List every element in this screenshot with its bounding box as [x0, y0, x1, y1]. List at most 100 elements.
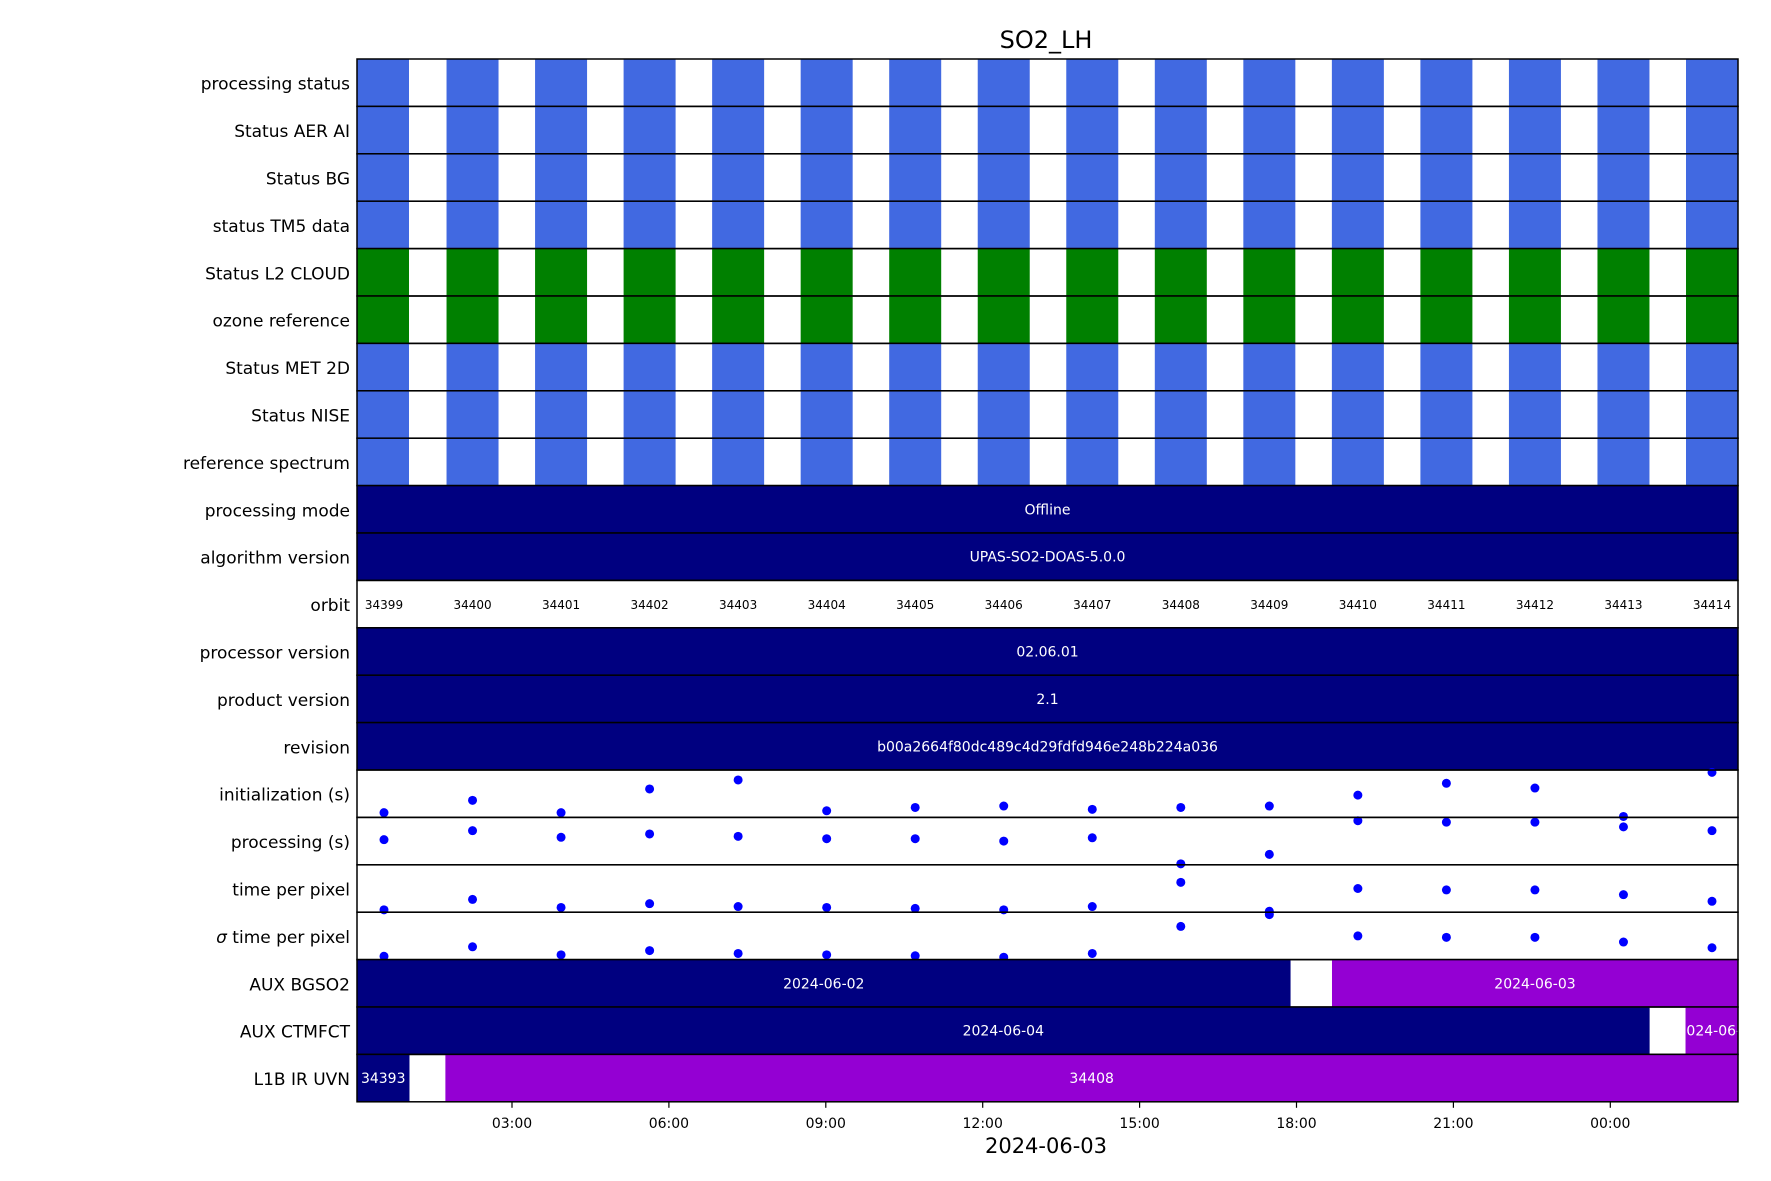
- status-block: [446, 296, 499, 344]
- segment-text: 2024-06-03: [1494, 976, 1575, 992]
- status-block: [1508, 390, 1561, 439]
- segment-block: [357, 1054, 410, 1102]
- value-text: Offline: [1025, 502, 1071, 518]
- status-block: [1066, 248, 1119, 296]
- status-block: [1686, 106, 1738, 154]
- segment-block: [445, 1054, 1738, 1102]
- status-block: [623, 59, 676, 107]
- x-tick-label: 03:00: [492, 1116, 532, 1132]
- status-block: [977, 201, 1030, 249]
- status-block: [1420, 438, 1473, 486]
- data-point: [910, 903, 920, 913]
- row-label: processing mode: [205, 501, 350, 521]
- data-point: [1087, 804, 1097, 814]
- data-point: [645, 899, 655, 909]
- status-block: [623, 296, 676, 344]
- status-block: [1331, 390, 1384, 439]
- status-block: [800, 296, 853, 344]
- status-block: [1597, 438, 1650, 486]
- data-point: [1441, 817, 1451, 827]
- status-block: [1508, 201, 1561, 249]
- status-block: [712, 390, 765, 439]
- row-label: AUX BGSO2: [249, 975, 350, 995]
- status-block: [1154, 248, 1207, 296]
- data-point: [999, 905, 1009, 915]
- data-point: [379, 808, 389, 818]
- orbit-label: 34412: [1516, 598, 1554, 612]
- plot-area: processing status Status AER AI Status BG s…: [183, 58, 1750, 1103]
- status-block: [1331, 343, 1384, 391]
- status-block: [1243, 248, 1296, 296]
- data-point: [1353, 931, 1363, 941]
- chart-title: SO2_LH: [1000, 26, 1093, 54]
- status-block: [1420, 390, 1473, 439]
- status-block: [1508, 153, 1561, 202]
- status-block: [446, 390, 499, 439]
- status-block: [712, 438, 765, 486]
- data-point: [1176, 859, 1186, 869]
- row-reference-spectrum: reference spectrum: [183, 437, 1739, 487]
- status-block: [1686, 296, 1738, 344]
- segment-text: 2024-06-0: [1678, 1024, 1750, 1040]
- status-block: [1066, 201, 1119, 249]
- status-block: [889, 201, 942, 249]
- row--time-per-pixel: σ time per pixel: [216, 910, 1739, 962]
- data-point: [1441, 778, 1451, 788]
- status-block: [1597, 343, 1650, 391]
- data-point: [1353, 816, 1363, 826]
- status-block: [1686, 59, 1738, 107]
- status-block: [1597, 296, 1650, 344]
- row-product-version: product version 2.1: [217, 674, 1739, 724]
- status-block: [1331, 106, 1384, 154]
- row-label: reference spectrum: [183, 454, 350, 474]
- status-block: [535, 59, 588, 107]
- status-block: [357, 248, 409, 296]
- x-tick-label: 06:00: [649, 1116, 689, 1132]
- row-label: time per pixel: [232, 881, 350, 901]
- status-block: [623, 201, 676, 249]
- status-block: [977, 106, 1030, 154]
- data-point: [468, 894, 478, 904]
- segment-block: [357, 959, 1291, 1007]
- status-block: [977, 296, 1030, 344]
- row-status-tm5-data: status TM5 data: [213, 200, 1739, 250]
- status-block: [535, 390, 588, 439]
- status-block: [889, 438, 942, 486]
- status-block: [535, 153, 588, 202]
- data-point: [1618, 811, 1628, 821]
- data-point: [1264, 801, 1274, 811]
- status-block: [1154, 438, 1207, 486]
- status-block: [977, 438, 1030, 486]
- data-point: [645, 946, 655, 956]
- data-point: [822, 950, 832, 960]
- row-label: Status MET 2D: [225, 359, 350, 379]
- status-block: [889, 343, 942, 391]
- status-block: [535, 296, 588, 344]
- orbit-label: 34409: [1250, 598, 1288, 612]
- status-block: [623, 106, 676, 154]
- value-band: [357, 722, 1738, 770]
- status-block: [800, 390, 853, 439]
- status-block: [1154, 153, 1207, 202]
- status-block: [357, 201, 409, 249]
- data-point: [645, 829, 655, 839]
- status-block: [446, 343, 499, 391]
- status-block: [535, 438, 588, 486]
- data-point: [733, 775, 743, 785]
- row-status-nise: Status NISE: [251, 390, 1739, 439]
- data-point: [1087, 833, 1097, 843]
- row-label: Status NISE: [251, 407, 350, 427]
- data-point: [379, 835, 389, 845]
- status-block: [1243, 296, 1296, 344]
- data-point: [1087, 948, 1097, 958]
- data-point: [556, 808, 566, 818]
- data-point: [1707, 943, 1717, 953]
- data-point: [1618, 937, 1628, 947]
- data-point: [1618, 822, 1628, 832]
- status-block: [1420, 343, 1473, 391]
- status-block: [1331, 296, 1384, 344]
- data-point: [1176, 877, 1186, 887]
- orbit-label: 34413: [1604, 598, 1642, 612]
- row-label: orbit: [310, 596, 350, 616]
